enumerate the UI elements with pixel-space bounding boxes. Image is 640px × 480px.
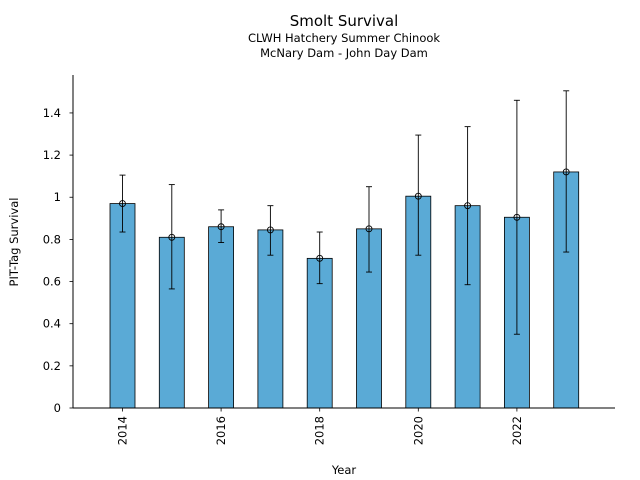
point-marker-2023 <box>562 168 570 176</box>
chart-subtitle-line-2: McNary Dam - John Day Dam <box>260 46 428 60</box>
y-tick-label: 1.4 <box>43 106 61 120</box>
y-axis-label: PIT-Tag Survival <box>7 198 21 287</box>
x-axis-label: Year <box>331 463 357 477</box>
bar-2016 <box>208 226 235 409</box>
x-tick-label: 2018 <box>313 416 327 445</box>
bars-group <box>109 171 580 409</box>
y-tick-label: 0.6 <box>43 275 61 289</box>
y-tick-label: 0 <box>54 401 61 415</box>
error-bars-group <box>119 90 570 335</box>
x-tick-label: 2016 <box>214 416 228 445</box>
point-marker-2021 <box>464 202 472 210</box>
chart-title: Smolt Survival <box>289 12 399 30</box>
x-tick-label: 2020 <box>411 416 425 445</box>
y-tick-label: 1 <box>54 190 61 204</box>
x-tick-label: 2022 <box>510 416 524 445</box>
y-tick-label: 1.2 <box>43 148 61 162</box>
bar-2017 <box>257 229 284 409</box>
chart-subtitle-line-1: CLWH Hatchery Summer Chinook <box>247 31 441 45</box>
point-marker-2018 <box>316 254 324 262</box>
point-marker-2020 <box>414 192 422 200</box>
point-marker-2015 <box>168 233 176 241</box>
y-tick-label: 0.2 <box>43 359 61 373</box>
point-marker-2019 <box>365 225 373 233</box>
bar-2014 <box>109 203 136 409</box>
x-tick-label: 2014 <box>116 416 130 445</box>
y-tick-label: 0.4 <box>43 317 61 331</box>
point-marker-2016 <box>217 223 225 231</box>
point-marker-2017 <box>266 226 274 234</box>
point-marker-2022 <box>513 213 521 221</box>
y-axis-ticks: 0 0.2 0.4 0.6 0.8 1 1.2 1.4 <box>43 106 73 415</box>
point-marker-2014 <box>119 200 126 208</box>
y-tick-label: 0.8 <box>43 232 61 246</box>
x-axis-ticks: 2014 2016 2018 2020 2022 <box>116 408 524 445</box>
